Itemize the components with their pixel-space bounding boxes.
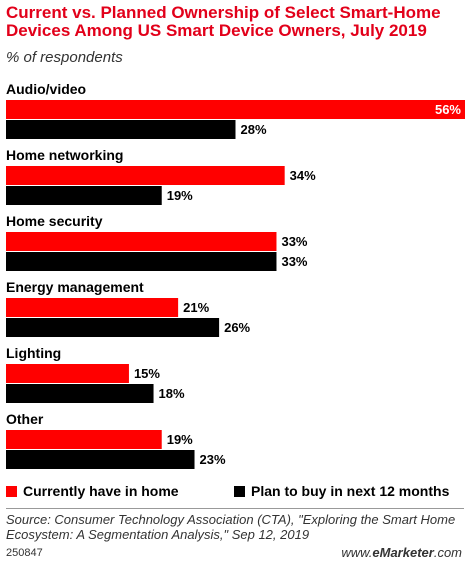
category-label: Energy management xyxy=(6,279,144,295)
bar-value-label: 19% xyxy=(167,432,193,447)
bar-planned xyxy=(6,450,195,469)
bar-current xyxy=(6,100,465,119)
legend-swatch-current xyxy=(6,485,17,497)
bar-value-label: 33% xyxy=(281,234,307,249)
bar-value-label: 56% xyxy=(435,102,461,117)
bar-current xyxy=(6,298,179,317)
category-label: Audio/video xyxy=(6,81,86,97)
bar-current xyxy=(6,430,162,449)
bar-value-label: 26% xyxy=(224,320,250,335)
bar-value-label: 21% xyxy=(183,300,209,315)
category-label: Lighting xyxy=(6,345,61,361)
bar-planned xyxy=(6,318,220,337)
category-label: Other xyxy=(6,411,44,427)
chart-title: Current vs. Planned Ownership of Select … xyxy=(6,3,441,40)
brand-suffix: .com xyxy=(433,545,462,560)
source-note: Source: Consumer Technology Association … xyxy=(6,512,456,542)
brand-prefix: www. xyxy=(341,545,373,560)
legend-label-current: Currently have in home xyxy=(23,483,179,499)
bar-planned xyxy=(6,186,162,205)
legend: Currently have in home Plan to buy in ne… xyxy=(6,483,466,499)
bar-current xyxy=(6,232,277,251)
chart-subtitle: % of respondents xyxy=(6,49,123,66)
legend-item-planned: Plan to buy in next 12 months xyxy=(234,483,449,499)
legend-item-current: Currently have in home xyxy=(6,483,179,499)
bar-value-label: 19% xyxy=(167,188,193,203)
bar-value-label: 18% xyxy=(159,386,185,401)
bar-current xyxy=(6,364,129,383)
bar-planned xyxy=(6,252,277,271)
category-label: Home networking xyxy=(6,147,123,163)
bar-chart: Audio/video 56% 28% Home networking 34% 19% Ho… xyxy=(6,81,465,469)
bar-planned xyxy=(6,120,236,139)
legend-swatch-planned xyxy=(234,485,245,497)
chart-id: 250847 xyxy=(6,547,43,559)
bar-value-label: 28% xyxy=(241,122,267,137)
bar-value-label: 23% xyxy=(200,452,226,467)
footer-divider xyxy=(6,508,464,509)
bar-value-label: 34% xyxy=(290,168,316,183)
bar-current xyxy=(6,166,285,185)
bar-value-label: 15% xyxy=(134,366,160,381)
bar-value-label: 33% xyxy=(281,254,307,269)
brand-link[interactable]: www.eMarketer.com xyxy=(341,545,462,560)
legend-label-planned: Plan to buy in next 12 months xyxy=(251,483,450,499)
brand-name: eMarketer xyxy=(372,545,434,560)
bar-planned xyxy=(6,384,154,403)
category-label: Home security xyxy=(6,213,103,229)
